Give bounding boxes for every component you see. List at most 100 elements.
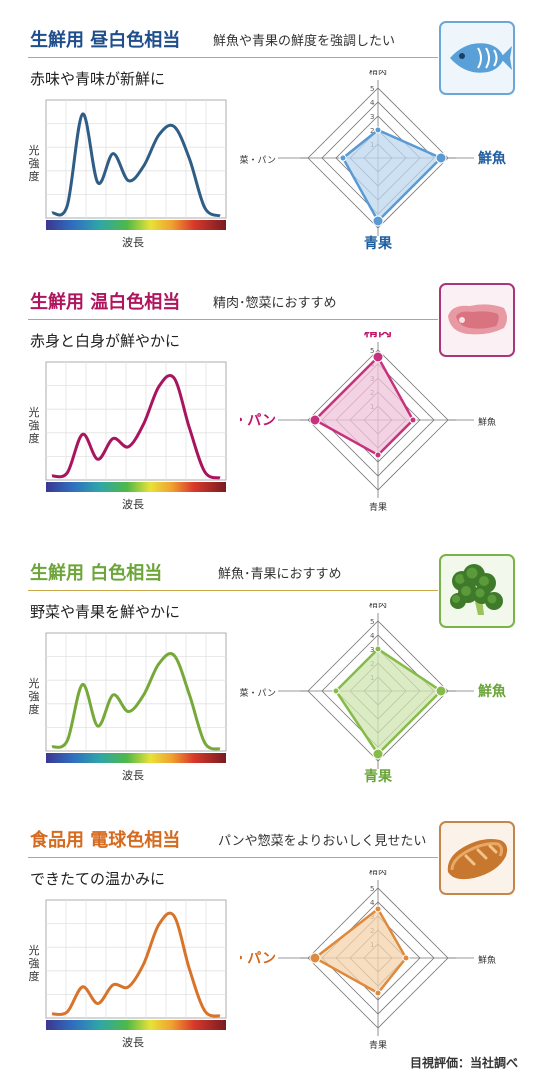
spectrum-curve <box>51 373 221 480</box>
fish-icon <box>439 21 515 95</box>
radar-axis-label: 精肉 <box>369 603 387 610</box>
radar-point <box>372 215 384 227</box>
radar-tick-label: 5 <box>370 618 374 626</box>
section-subtitle: できたての温かみに <box>30 870 166 888</box>
section-tagline: 鮮魚や青果の鮮度を強調したい <box>213 34 396 49</box>
spectrum-frame <box>45 632 227 752</box>
radar-point <box>339 154 347 162</box>
wavelength-bar <box>46 753 226 763</box>
radar-axis-label: 鮮魚 <box>478 954 496 966</box>
radar-chart: 12345精肉鮮魚青果惣菜・パン <box>240 870 496 1051</box>
x-axis-label: 波長 <box>122 769 144 782</box>
radar-tick-label: 4 <box>370 99 375 107</box>
spectrum-frame <box>45 99 227 219</box>
title-rule <box>28 857 440 858</box>
radar-point <box>374 645 382 653</box>
title-rule <box>28 57 440 58</box>
title-rule <box>28 590 440 591</box>
radar-point <box>374 905 382 913</box>
y-axis-label: 光強度 <box>28 144 40 183</box>
radar-point <box>309 414 321 426</box>
radar-axis-label: 鮮魚 <box>478 416 496 428</box>
radar-point <box>374 126 382 134</box>
broccoli-icon <box>439 554 515 628</box>
spectrum-frame <box>45 361 227 481</box>
x-axis-label: 波長 <box>122 1036 144 1049</box>
product-thumbnail <box>438 20 516 96</box>
product-thumbnail <box>438 820 516 896</box>
radar-axis-label: 鮮魚 <box>478 683 506 700</box>
radar-tick-label: 5 <box>370 347 374 355</box>
section-subtitle: 赤味や青味が新鮮に <box>30 70 166 88</box>
radar-axis-label: 青果 <box>364 235 393 252</box>
radar-point <box>372 748 384 760</box>
radar-point <box>435 685 447 697</box>
radar-tick-label: 4 <box>370 899 375 907</box>
y-axis-label: 光強度 <box>28 677 40 716</box>
radar-axis-label: 惣菜・パン <box>240 412 276 429</box>
radar-axis-label: 惣菜・パン <box>240 154 276 166</box>
title-rule <box>28 319 440 320</box>
radar-point <box>309 952 321 964</box>
radar-tick-label: 5 <box>370 85 374 93</box>
radar-axis-label: 惣菜・パン <box>240 687 276 699</box>
product-thumbnail <box>438 282 516 358</box>
product-thumbnail <box>438 553 516 629</box>
x-axis-label: 波長 <box>122 236 144 249</box>
radar-axis-label: 青果 <box>369 1039 387 1051</box>
section-title: 生鮮用 昼白色相当 <box>30 30 181 51</box>
spectrum-chart: 波長 <box>45 361 227 511</box>
radar-axis-label: 鮮魚 <box>478 150 506 167</box>
radar-chart: 12345精肉鮮魚青果惣菜・パン <box>240 332 496 513</box>
radar-value-polygon <box>312 907 408 995</box>
radar-point <box>372 351 384 363</box>
spectrum-chart: 波長 <box>45 99 227 249</box>
spectrum-chart: 波長 <box>45 899 227 1049</box>
radar-point <box>374 451 382 459</box>
spectrum-curve <box>51 112 221 218</box>
radar-point <box>409 416 417 424</box>
wavelength-bar <box>46 482 226 492</box>
lighting-section: 生鮮用 温白色相当精肉･惣菜におすすめ赤身と白身が鮮やかに光強度波長12345精… <box>0 262 540 524</box>
section-title: 食品用 電球色相当 <box>30 830 181 851</box>
radar-axis-label: 精肉 <box>369 870 387 877</box>
spectrum-chart: 波長 <box>45 632 227 782</box>
section-subtitle: 赤身と白身が鮮やかに <box>30 332 181 350</box>
radar-tick-label: 4 <box>370 632 375 640</box>
radar-axis-label: 惣菜・パン <box>240 950 276 967</box>
radar-tick-label: 2 <box>370 127 374 135</box>
radar-point <box>332 687 340 695</box>
section-tagline: 精肉･惣菜におすすめ <box>213 296 337 311</box>
spectrum-curve <box>51 911 221 1018</box>
section-title: 生鮮用 白色相当 <box>30 563 163 584</box>
radar-chart: 12345精肉鮮魚青果惣菜・パン <box>240 70 506 252</box>
radar-axis-label: 青果 <box>364 768 393 785</box>
bread-icon <box>439 821 515 895</box>
section-tagline: パンや惣菜をよりおいしく見せたい <box>218 834 427 849</box>
radar-axis-label: 青果 <box>369 501 387 513</box>
footer-note: 目視評価：当社調べ <box>409 1056 518 1070</box>
radar-axis-label: 精肉 <box>364 332 392 340</box>
lighting-section: 食品用 電球色相当パンや惣菜をよりおいしく見せたいできたての温かみに光強度波長1… <box>0 800 540 1062</box>
radar-chart: 12345精肉鮮魚青果惣菜・パン <box>240 603 506 785</box>
y-axis-label: 光強度 <box>28 944 40 983</box>
section-subtitle: 野菜や青果を鮮やかに <box>30 603 181 621</box>
radar-tick-label: 5 <box>370 885 374 893</box>
radar-point <box>374 989 382 997</box>
wavelength-bar <box>46 220 226 230</box>
lighting-section: 生鮮用 昼白色相当鮮魚や青果の鮮度を強調したい赤味や青味が新鮮に光強度波長123… <box>0 0 540 262</box>
radar-point <box>435 152 447 164</box>
radar-axis-label: 精肉 <box>369 70 387 77</box>
spectrum-curve <box>51 652 221 751</box>
y-axis-label: 光強度 <box>28 406 40 445</box>
wavelength-bar <box>46 1020 226 1030</box>
section-title: 生鮮用 温白色相当 <box>30 292 181 313</box>
radar-tick-label: 3 <box>370 113 374 121</box>
radar-point <box>402 954 410 962</box>
x-axis-label: 波長 <box>122 498 144 511</box>
meat-icon <box>439 283 515 357</box>
lighting-section: 生鮮用 白色相当鮮魚･青果におすすめ野菜や青果を鮮やかに光強度波長12345精肉… <box>0 533 540 795</box>
radar-tick-label: 3 <box>370 646 374 654</box>
radar-value-polygon <box>312 354 415 457</box>
section-tagline: 鮮魚･青果におすすめ <box>218 567 342 582</box>
